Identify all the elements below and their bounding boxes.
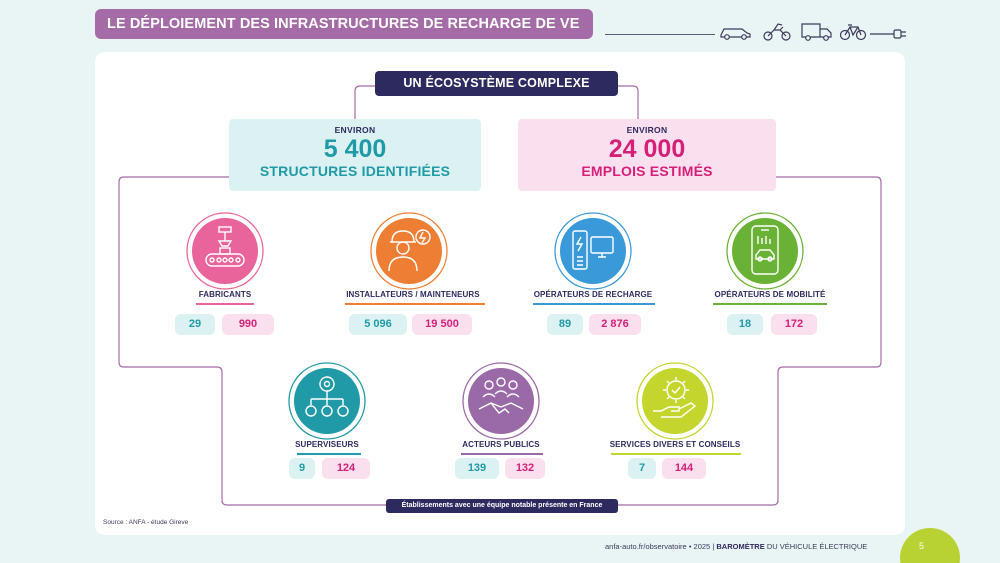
jobs-count: 132 — [505, 458, 545, 479]
footer-subtitle: DU VÉHICULE ÉLECTRIQUE — [766, 542, 868, 551]
structures-count: 139 — [455, 458, 499, 479]
page-number: 5 — [919, 541, 925, 551]
jobs-count: 990 — [222, 314, 274, 335]
structures-count: 89 — [547, 314, 583, 335]
bicycle-icon — [839, 24, 867, 41]
category-label-fabricants: FABRICANTS — [198, 290, 252, 299]
vehicle-icons — [720, 23, 906, 41]
car-icon — [720, 28, 751, 40]
category-rule — [611, 453, 741, 455]
motorcycle-icon — [763, 23, 791, 41]
plug-icon — [870, 29, 906, 39]
footer-url[interactable]: anfa-auto.fr/observatoire — [605, 542, 687, 551]
charging-station-icon — [554, 212, 632, 290]
category-rule — [713, 303, 827, 305]
category-label-acteurs-publics: ACTEURS PUBLICS — [462, 440, 540, 449]
header-divider — [605, 34, 715, 35]
ecosystem-title: UN ÉCOSYSTÈME COMPLEXE — [375, 71, 618, 96]
footer-separator: • — [688, 542, 692, 551]
source-text: Source : ANFA - étude Gireve — [103, 519, 189, 526]
jobs-count: 172 — [771, 314, 817, 335]
factory-conveyor-icon — [186, 212, 264, 290]
structures-count: 5 096 — [349, 314, 407, 335]
structures-count: 29 — [175, 314, 215, 335]
mobile-app-icon — [726, 212, 804, 290]
structures-count: 9 — [289, 458, 315, 479]
category-label-installateurs: INSTALLATEURS / MAINTENEURS — [346, 290, 480, 299]
category-rule — [196, 303, 254, 305]
footnote-badge: Établissements avec une équipe notable p… — [386, 499, 618, 513]
category-label-operateurs-mobilite: OPÉRATEURS DE MOBILITÉ — [714, 290, 826, 299]
employment-label: EMPLOIS ESTIMÉS — [581, 163, 713, 179]
category-label-services: SERVICES DIVERS ET CONSEILS — [609, 440, 741, 449]
footer-pipe: | — [712, 542, 715, 551]
handshake-icon — [462, 362, 540, 440]
category-label-operateurs-recharge: OPÉRATEURS DE RECHARGE — [533, 290, 653, 299]
gear-hand-icon — [636, 362, 714, 440]
footer-year: 2025 — [693, 542, 711, 551]
jobs-count: 144 — [662, 458, 706, 479]
structures-label: STRUCTURES IDENTIFIÉES — [259, 163, 451, 179]
hierarchy-icon — [288, 362, 366, 440]
footer-barometer: BAROMÈTRE — [716, 542, 765, 551]
jobs-count: 19 500 — [412, 314, 472, 335]
structures-stat: ENVIRON 5 400 STRUCTURES IDENTIFIÉES — [229, 119, 481, 191]
worker-icon — [370, 212, 448, 290]
category-rule — [297, 453, 361, 455]
structures-value: 5 400 — [323, 135, 387, 163]
structures-count: 7 — [628, 458, 656, 479]
page-title: LE DÉPLOIEMENT DES INFRASTRUCTURES DE RE… — [95, 9, 593, 39]
category-rule — [533, 303, 655, 305]
employment-value: 24 000 — [608, 135, 686, 163]
employment-stat: ENVIRON 24 000 EMPLOIS ESTIMÉS — [518, 119, 776, 191]
jobs-count: 124 — [322, 458, 370, 479]
category-label-superviseurs: SUPERVISEURS — [295, 440, 359, 449]
category-rule — [461, 453, 543, 455]
truck-icon — [801, 23, 832, 41]
jobs-count: 2 876 — [589, 314, 641, 335]
employment-prefix: ENVIRON — [626, 125, 668, 135]
category-rule — [345, 303, 485, 305]
structures-prefix: ENVIRON — [334, 125, 376, 135]
footer: anfa-auto.fr/observatoire • 2025 | BAROM… — [605, 542, 867, 551]
structures-count: 18 — [727, 314, 763, 335]
